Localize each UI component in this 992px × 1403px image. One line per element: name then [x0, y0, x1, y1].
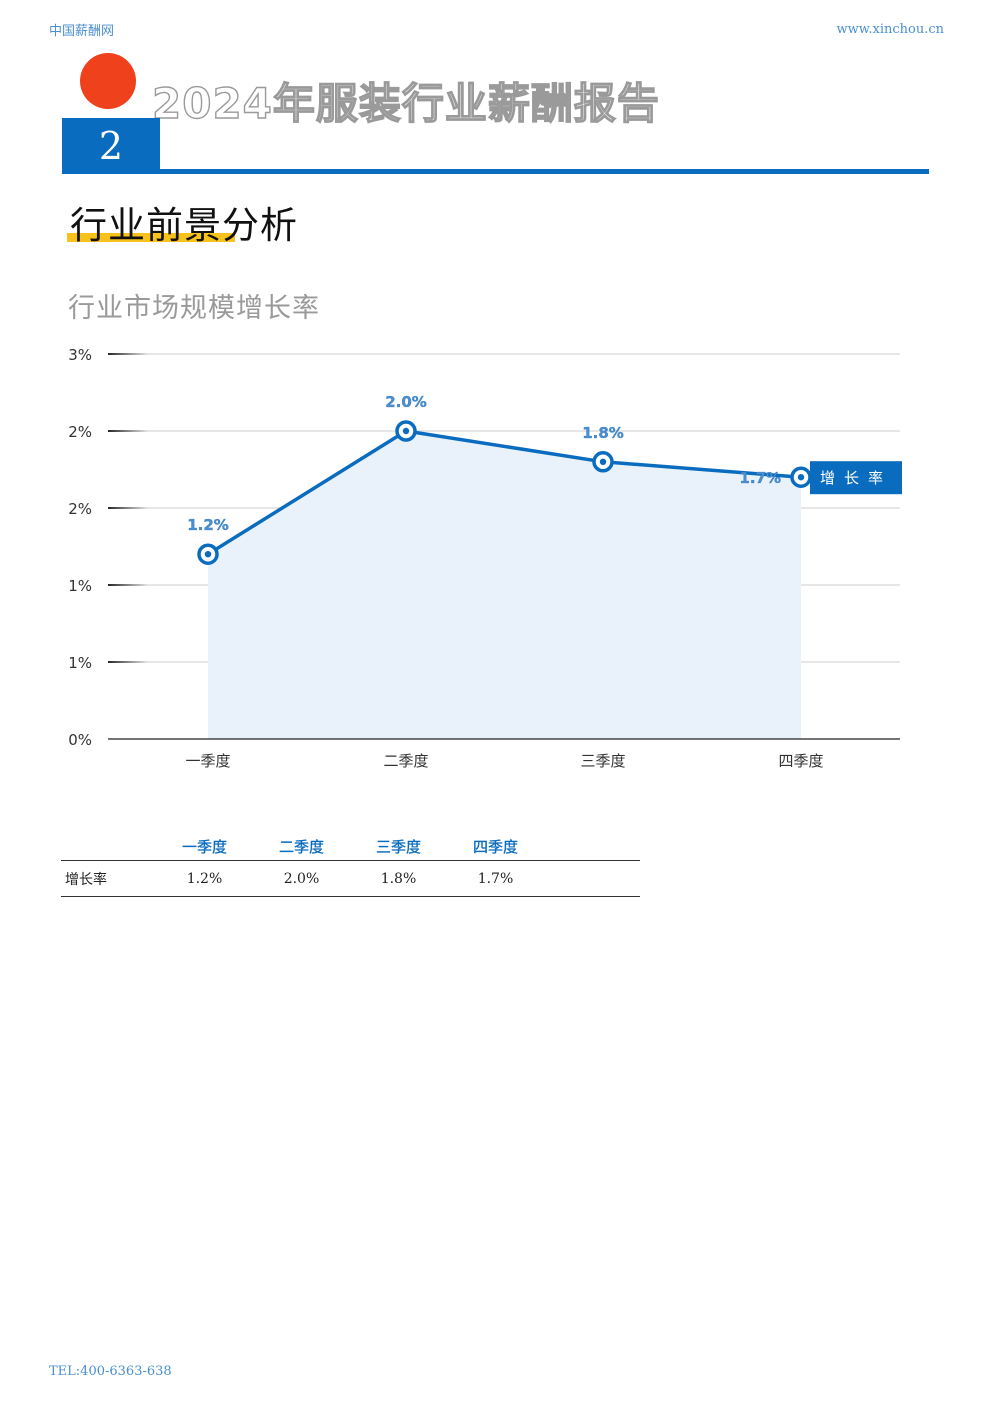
x-tick-label: 四季度 [778, 752, 823, 770]
data-point-center [599, 458, 607, 465]
data-label: 1.8% [582, 424, 624, 442]
data-point-center [797, 474, 805, 481]
chapter-number: 2 [98, 124, 124, 168]
series-line [207, 429, 802, 556]
section-title-underline [67, 233, 235, 242]
gridline-tick [108, 430, 148, 432]
table-cell-q1: 1.2% [156, 860, 253, 897]
chapter-box [62, 118, 160, 172]
series-area [208, 431, 801, 739]
data-label: 2.0% [385, 393, 427, 411]
y-tick-label: 3% [68, 346, 92, 364]
y-tick-label: 0% [68, 731, 92, 749]
y-tick-label: 1% [68, 654, 92, 672]
x-tick-label: 二季度 [383, 752, 428, 770]
legend-label: 增长率 [820, 469, 892, 487]
chart-title: 行业市场规模增长率 [68, 293, 320, 324]
report-title: 2024年服装行业薪酬报告 [151, 78, 660, 128]
data-point-center [204, 551, 212, 558]
table-header-q1: 一季度 [156, 832, 253, 861]
gridline-tick [108, 507, 148, 509]
table-header-q4: 四季度 [447, 832, 544, 861]
decorative-red-dot [80, 53, 136, 109]
table-row-label: 增长率 [61, 860, 156, 897]
gridline-tick [108, 353, 148, 355]
site-url[interactable]: www.xinchou.cn [836, 22, 944, 37]
table-cell-q3: 1.8% [350, 860, 447, 897]
chapter-divider [62, 169, 929, 174]
table-cell-q4: 1.7% [447, 860, 544, 897]
site-name: 中国薪酬网 [49, 24, 115, 39]
legend-box [810, 461, 902, 495]
x-tick-label: 三季度 [580, 752, 625, 770]
table-row: 增长率 1.2% 2.0% 1.8% 1.7% [61, 860, 640, 897]
data-label: 1.2% [187, 516, 229, 534]
x-tick-label: 一季度 [185, 752, 230, 770]
table-header-empty [61, 832, 156, 861]
data-point-center [402, 427, 410, 435]
footer-phone: TEL:400-6363-638 [49, 1364, 172, 1379]
table-cell-q2: 2.0% [253, 860, 350, 897]
data-table: 一季度 二季度 三季度 四季度 增长率 1.2% 2.0% 1.8% 1.7% [61, 832, 640, 897]
table-header-row: 一季度 二季度 三季度 四季度 [61, 832, 640, 861]
growth-rate-chart: 1.2% 2.0% 1.8% 1.7% 0% 1% 1% 2% 2% 3% 一季度 二季度 三季度 四季… [68, 346, 902, 770]
table-cell-empty [544, 860, 640, 897]
gridline-tick [108, 661, 148, 663]
table-header-q2: 二季度 [253, 832, 350, 861]
table-header-empty-end [544, 832, 640, 861]
gridline-tick [108, 584, 148, 586]
data-label: 1.7% [739, 469, 781, 487]
table-header-q3: 三季度 [350, 832, 447, 861]
y-tick-label: 2% [68, 423, 92, 441]
section-title: 行业前景分析 [70, 204, 298, 247]
y-tick-label: 2% [68, 500, 92, 518]
y-tick-label: 1% [68, 577, 92, 595]
